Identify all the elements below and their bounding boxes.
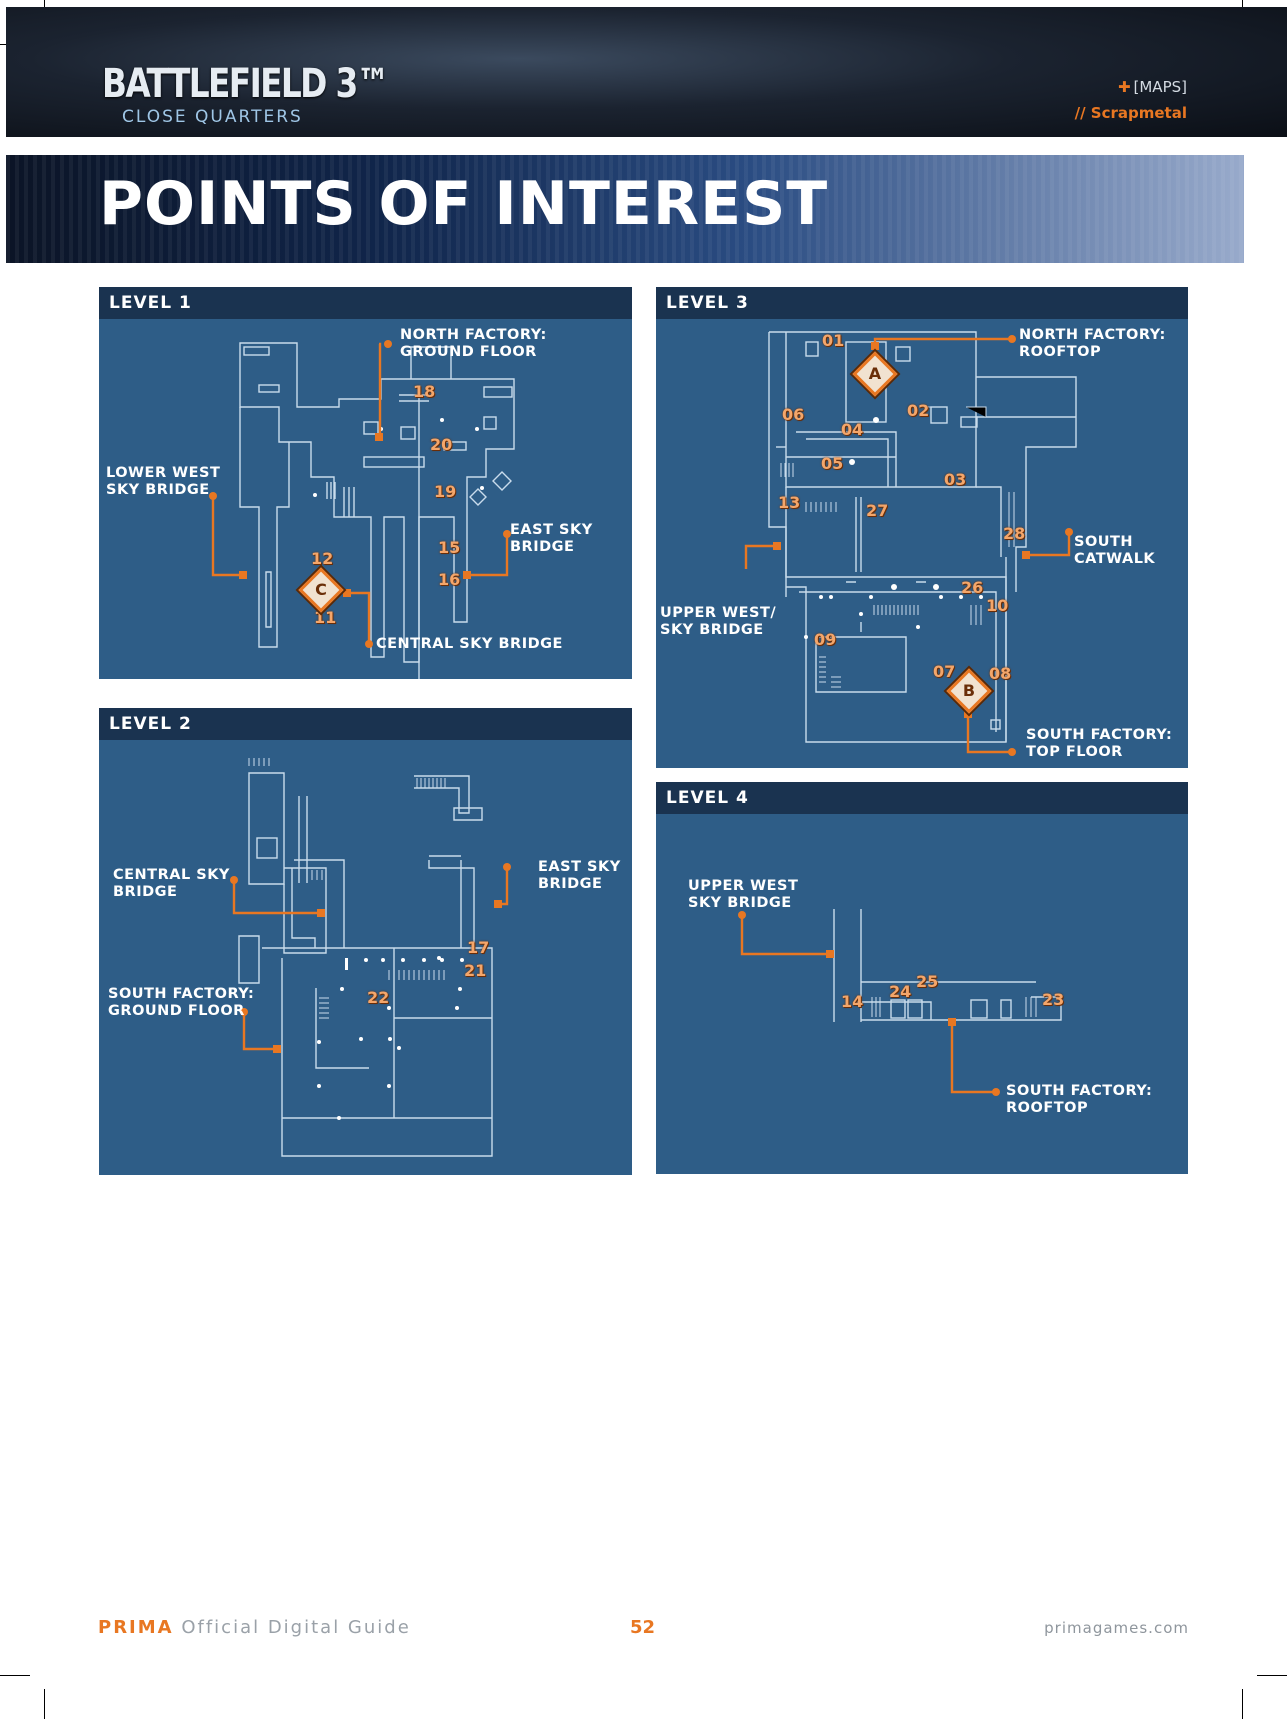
level-1-panel: LEVEL 1 bbox=[99, 287, 632, 679]
poi-number: 05 bbox=[821, 454, 844, 473]
poi-number: 09 bbox=[814, 630, 837, 649]
poi-number: 01 bbox=[822, 331, 845, 350]
poi-label: CENTRAL SKY BRIDGE bbox=[376, 636, 563, 652]
level-2-map bbox=[230, 758, 511, 1157]
level-title: LEVEL 4 bbox=[666, 788, 749, 808]
poi-number: 27 bbox=[866, 501, 889, 520]
poi-label: EAST SKY BRIDGE bbox=[538, 859, 621, 892]
game-logo-subtitle: CLOSE QUARTERS bbox=[122, 107, 303, 127]
poi-label: NORTH FACTORY: GROUND FLOOR bbox=[400, 327, 547, 360]
poi-label: LOWER WEST SKY BRIDGE bbox=[106, 465, 221, 498]
poi-label: SOUTH FACTORY: ROOFTOP bbox=[1006, 1083, 1153, 1116]
page-header: BATTLEFIELD 3™ CLOSE QUARTERS ✚ [MAPS] //… bbox=[6, 7, 1287, 137]
title-banner: POINTS OF INTEREST bbox=[6, 155, 1244, 263]
poi-number: 22 bbox=[367, 988, 390, 1007]
poi-number: 02 bbox=[907, 401, 930, 420]
poi-number: 17 bbox=[467, 938, 490, 957]
crop-mark bbox=[1242, 1689, 1243, 1719]
crop-mark bbox=[1257, 1675, 1287, 1676]
section-label: ✚ [MAPS] bbox=[1117, 78, 1187, 96]
footer-guide: PRIMA Official Digital Guide bbox=[98, 1617, 411, 1638]
level-3-map bbox=[744, 331, 1077, 756]
poi-number: 07 bbox=[933, 662, 956, 681]
poi-number: 19 bbox=[434, 482, 457, 501]
game-logo: BATTLEFIELD 3™ bbox=[102, 61, 390, 107]
poi-label: SOUTH FACTORY: GROUND FLOOR bbox=[108, 986, 255, 1019]
level-3-panel: LEVEL 3 bbox=[656, 287, 1188, 768]
level-2-panel: LEVEL 2 bbox=[99, 708, 632, 1175]
poi-label: EAST SKY BRIDGE bbox=[510, 522, 593, 555]
poi-number: 25 bbox=[916, 972, 939, 991]
level-1-map bbox=[209, 340, 515, 679]
poi-label: SOUTH FACTORY: TOP FLOOR bbox=[1026, 727, 1173, 760]
poi-number: 28 bbox=[1003, 524, 1026, 543]
page-number: 52 bbox=[630, 1617, 656, 1638]
poi-number: 12 bbox=[311, 549, 334, 568]
poi-number: 10 bbox=[986, 596, 1009, 615]
map-name: // Scrapmetal bbox=[1074, 104, 1187, 122]
poi-label: SOUTH CATWALK bbox=[1074, 534, 1156, 567]
poi-number: 03 bbox=[944, 470, 967, 489]
footer-site[interactable]: primagames.com bbox=[1044, 1619, 1189, 1637]
poi-number: 20 bbox=[430, 435, 453, 454]
poi-number: 23 bbox=[1042, 990, 1065, 1009]
poi-number: 26 bbox=[961, 578, 984, 597]
poi-number: 06 bbox=[782, 405, 805, 424]
poi-label: UPPER WEST SKY BRIDGE bbox=[688, 878, 799, 911]
poi-label: CENTRAL SKY BRIDGE bbox=[113, 867, 230, 900]
crop-mark bbox=[0, 1675, 30, 1676]
poi-number: 08 bbox=[989, 664, 1012, 683]
crop-mark bbox=[44, 1689, 45, 1719]
poi-number: 16 bbox=[438, 570, 461, 589]
poi-number: 13 bbox=[778, 493, 801, 512]
poi-number: 15 bbox=[438, 538, 461, 557]
level-title: LEVEL 3 bbox=[666, 293, 749, 313]
poi-label: NORTH FACTORY: ROOFTOP bbox=[1019, 327, 1166, 360]
poi-label: UPPER WEST/ SKY BRIDGE bbox=[660, 605, 777, 638]
page-title: POINTS OF INTEREST bbox=[99, 169, 829, 239]
level-4-panel: LEVEL 4 UPPER WEST SKY BRIDGE SOUTH FACT… bbox=[656, 782, 1188, 1174]
poi-number: 11 bbox=[314, 608, 337, 627]
level-title: LEVEL 1 bbox=[109, 293, 192, 313]
poi-number: 14 bbox=[841, 992, 864, 1011]
poi-number: 04 bbox=[841, 420, 864, 439]
level-4-map bbox=[738, 909, 1062, 1096]
poi-number: 24 bbox=[889, 982, 912, 1001]
plus-icon: ✚ bbox=[1117, 78, 1131, 96]
level-title: LEVEL 2 bbox=[109, 714, 192, 734]
poi-number: 18 bbox=[413, 382, 436, 401]
poi-number: 21 bbox=[464, 961, 487, 980]
